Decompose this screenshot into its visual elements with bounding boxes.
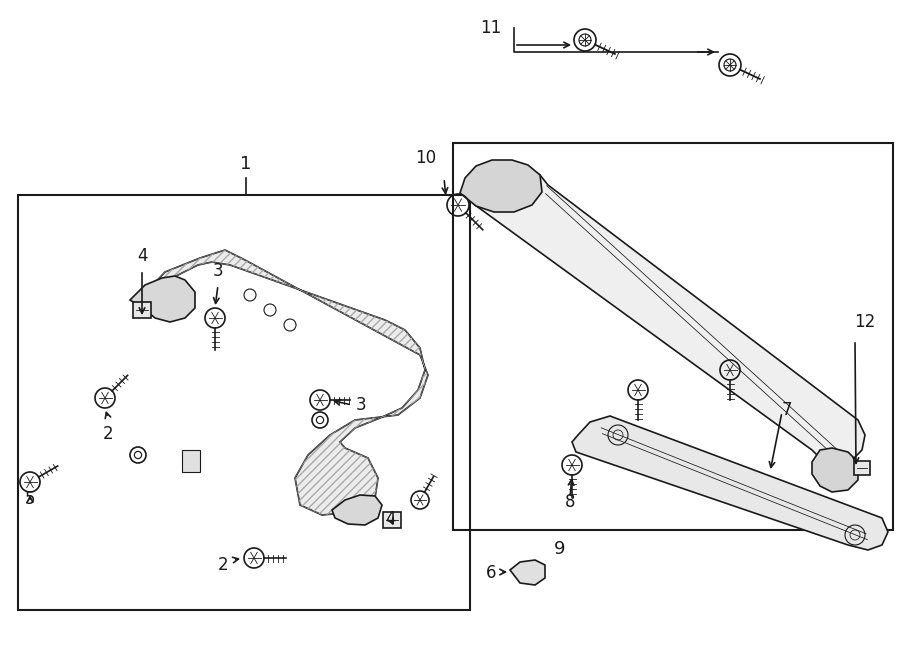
Text: 4: 4	[385, 510, 395, 528]
Text: 12: 12	[854, 313, 875, 331]
Bar	[854, 461, 870, 475]
Text: 7: 7	[782, 401, 793, 419]
Polygon shape	[468, 167, 865, 463]
Bar	[453, 143, 893, 530]
Bar	[383, 512, 401, 528]
Text: 3: 3	[212, 262, 223, 280]
Polygon shape	[130, 276, 195, 322]
Text: 2: 2	[218, 556, 228, 574]
Text: 11: 11	[480, 19, 501, 37]
Bar	[182, 450, 200, 472]
Text: 3: 3	[356, 396, 366, 414]
Bar	[133, 302, 151, 318]
Text: 9: 9	[554, 540, 566, 558]
Text: 4: 4	[137, 247, 148, 265]
Polygon shape	[510, 560, 545, 585]
Polygon shape	[812, 448, 858, 492]
Polygon shape	[460, 160, 542, 212]
Polygon shape	[148, 250, 428, 515]
Text: 6: 6	[485, 564, 496, 582]
Polygon shape	[332, 495, 382, 525]
Text: 10: 10	[415, 149, 436, 167]
Polygon shape	[572, 416, 888, 550]
Text: 5: 5	[25, 490, 35, 508]
Text: 8: 8	[565, 493, 575, 511]
Text: 1: 1	[240, 155, 252, 173]
Text: 2: 2	[103, 425, 113, 443]
Bar	[18, 195, 470, 610]
